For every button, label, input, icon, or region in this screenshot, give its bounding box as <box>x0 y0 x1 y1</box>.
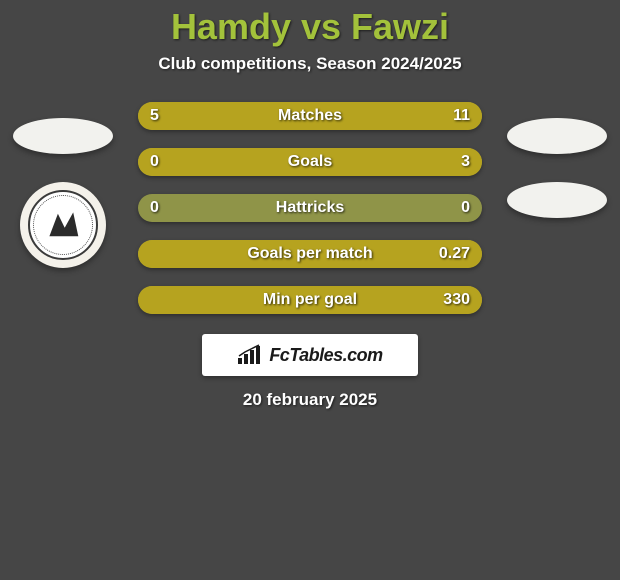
stat-label: Hattricks <box>276 199 344 217</box>
bar-chart-icon <box>237 344 263 366</box>
stat-value-right: 330 <box>443 291 470 309</box>
stat-value-right: 11 <box>453 107 470 125</box>
stat-label: Matches <box>278 107 342 125</box>
site-logo-text: FcTables.com <box>269 345 382 366</box>
date-label: 20 february 2025 <box>0 390 620 410</box>
stat-bars-container: 5 Matches 11 0 Goals 3 0 Hattricks 0 Goals per ma… <box>138 102 482 314</box>
left-avatar-column <box>8 118 118 268</box>
page-title: Hamdy vs Fawzi <box>0 6 620 48</box>
club-badge-inner <box>28 190 98 260</box>
right-avatar-column <box>502 118 612 218</box>
stat-bar: 0 Goals 3 <box>138 148 482 176</box>
player2-silhouette-ellipse <box>507 118 607 154</box>
stat-bar: 0 Hattricks 0 <box>138 194 482 222</box>
stat-value-right: 3 <box>461 153 470 171</box>
comparison-card: Hamdy vs Fawzi Club competitions, Season… <box>0 0 620 450</box>
stat-value-left: 0 <box>150 199 159 217</box>
stat-value-right: 0.27 <box>439 245 470 263</box>
stat-label: Min per goal <box>263 291 357 309</box>
stat-bar: 5 Matches 11 <box>138 102 482 130</box>
stat-label: Goals <box>288 153 332 171</box>
site-logo: FcTables.com <box>202 334 418 376</box>
stat-value-right: 0 <box>461 199 470 217</box>
stat-bar: Min per goal 330 <box>138 286 482 314</box>
stat-value-left: 0 <box>150 153 159 171</box>
player1-silhouette-ellipse <box>13 118 113 154</box>
player1-club-badge <box>20 182 106 268</box>
stat-value-left: 5 <box>150 107 159 125</box>
stat-label: Goals per match <box>247 245 372 263</box>
player2-club-ellipse <box>507 182 607 218</box>
subtitle: Club competitions, Season 2024/2025 <box>0 54 620 74</box>
stat-bar: Goals per match 0.27 <box>138 240 482 268</box>
